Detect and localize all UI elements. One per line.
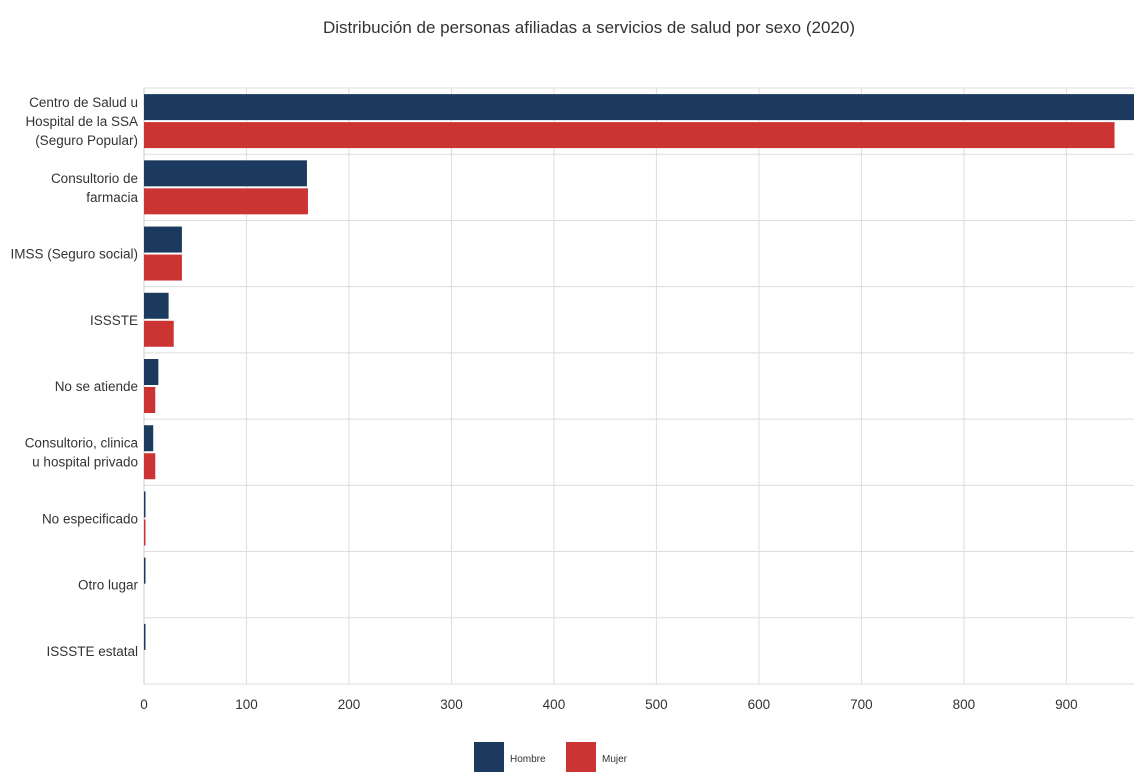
x-tick-label: 300 — [440, 697, 463, 712]
category-label: Otro lugar — [78, 578, 139, 593]
category-label: No se atiende — [55, 379, 138, 394]
bar-hombre-6[interactable] — [144, 491, 146, 518]
x-tick-label: 600 — [748, 697, 771, 712]
bar-hombre-7[interactable] — [144, 557, 146, 584]
x-tick-label: 800 — [953, 697, 976, 712]
category-label: IMSS (Seguro social) — [10, 247, 138, 262]
x-tick-label: 400 — [543, 697, 566, 712]
x-tick-label: 0 — [140, 697, 148, 712]
bar-mujer-3[interactable] — [144, 320, 174, 347]
legend-label-mujer: Mujer — [602, 754, 628, 765]
legend-swatch-hombre[interactable] — [474, 742, 504, 772]
bar-mujer-6[interactable] — [144, 519, 146, 546]
bar-mujer-4[interactable] — [144, 387, 156, 413]
bars — [144, 94, 1134, 650]
category-labels: Centro de Salud u Hospital de la SSA (Segu… — [10, 95, 138, 659]
bar-mujer-2[interactable] — [144, 254, 182, 281]
legend: Hombre Mujer — [474, 742, 628, 772]
category-label: ISSSTE estatal — [46, 644, 138, 659]
x-tick-label: 100 — [235, 697, 258, 712]
bar-mujer-0[interactable] — [144, 122, 1115, 149]
bar-mujer-1[interactable] — [144, 188, 308, 215]
category-label: ISSSTE — [90, 313, 138, 328]
bar-hombre-4[interactable] — [144, 359, 159, 385]
category-label: No especificado — [42, 511, 138, 526]
category-label: Centro de Salud u Hospital de la SSA (Segu… — [25, 95, 138, 148]
x-tick-label: 200 — [338, 697, 361, 712]
x-tick-label: 700 — [850, 697, 873, 712]
bar-hombre-0[interactable] — [144, 94, 1134, 121]
grid-lines — [143, 87, 1134, 685]
bar-hombre-8[interactable] — [144, 623, 146, 650]
legend-swatch-mujer[interactable] — [566, 742, 596, 772]
bar-hombre-1[interactable] — [144, 160, 307, 187]
chart-title: Distribución de personas afiliadas a ser… — [323, 18, 855, 37]
bar-mujer-5[interactable] — [144, 453, 156, 480]
legend-label-hombre: Hombre — [510, 754, 546, 765]
bar-hombre-3[interactable] — [144, 292, 169, 319]
category-label: Consultorio, clinica u hospital privado — [25, 436, 139, 470]
x-axis-ticks: 0 100 200 300 400 500 600 700 800 900 — [140, 697, 1077, 712]
bar-hombre-5[interactable] — [144, 425, 154, 452]
x-tick-label: 500 — [645, 697, 668, 712]
bar-hombre-2[interactable] — [144, 226, 182, 253]
category-label: Consultorio de farmacia — [51, 171, 139, 205]
x-tick-label: 900 — [1055, 697, 1078, 712]
